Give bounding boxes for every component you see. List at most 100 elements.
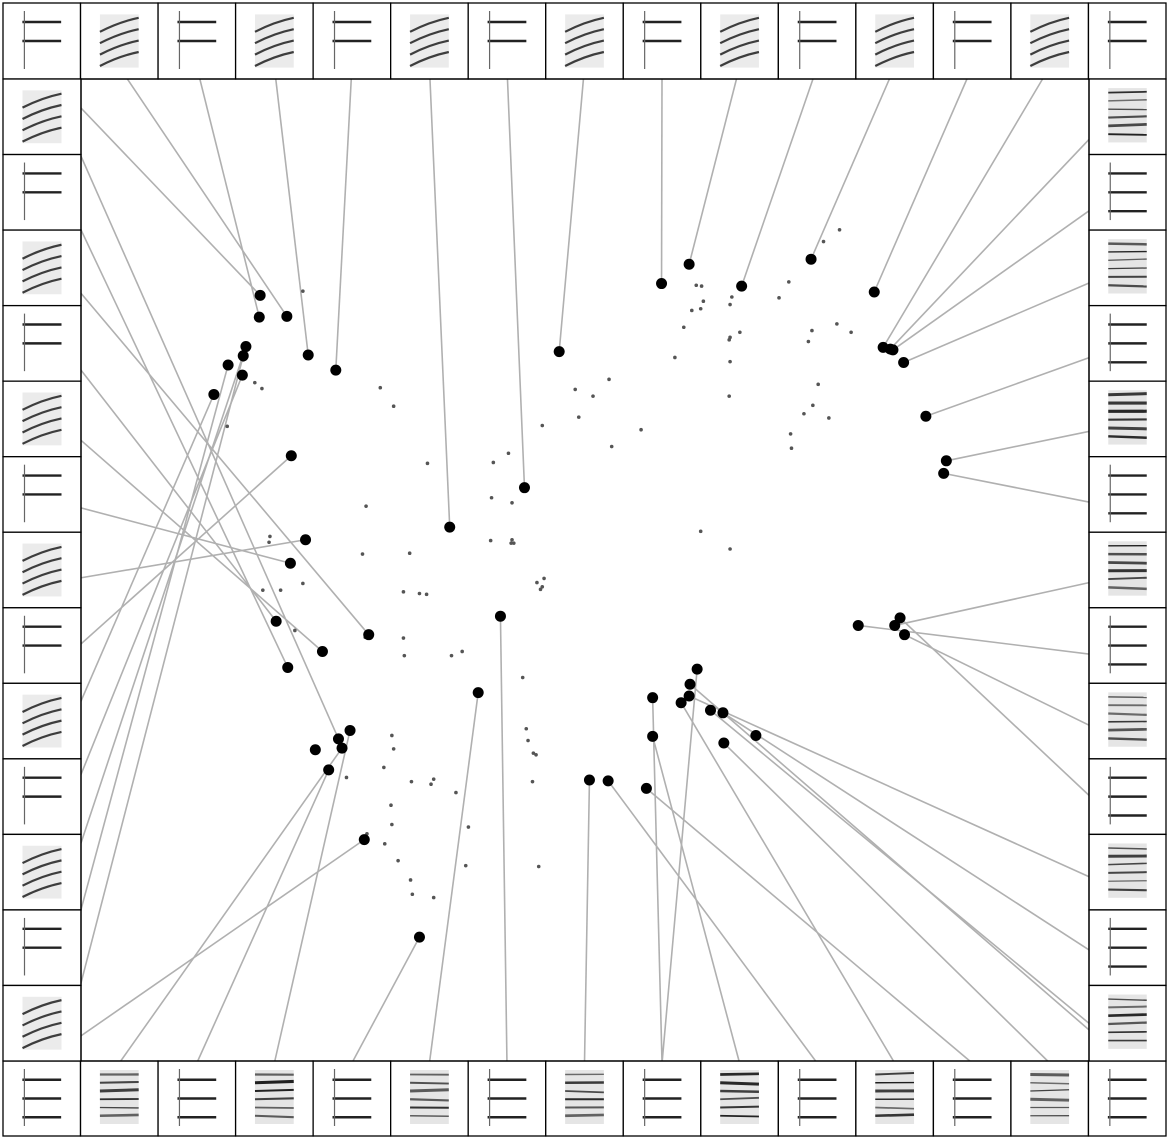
background-point	[542, 576, 546, 581]
spectrogram-band	[21, 92, 62, 109]
spectrogram-smear	[875, 1070, 915, 1124]
leader-line	[351, 936, 421, 1064]
background-point	[449, 653, 454, 658]
thumbnail-bottom-2	[79, 1060, 159, 1137]
thumbnail-bottom-3	[157, 1060, 237, 1137]
background-point	[510, 537, 514, 542]
thumbnail-left-3	[2, 833, 82, 911]
thumbnail-top-1	[2, 2, 82, 80]
leader-line	[661, 669, 698, 1064]
thumbnail-right-6	[1088, 456, 1167, 533]
highlighted-point	[254, 289, 266, 301]
spectrogram-band	[21, 579, 62, 596]
background-point	[698, 306, 703, 311]
background-point	[408, 878, 413, 882]
background-point	[391, 747, 396, 751]
leader-line	[428, 66, 451, 528]
highlighted-point	[494, 610, 506, 622]
thumbnail-top-7	[467, 2, 547, 80]
spectrogram-band	[719, 16, 760, 33]
highlighted-point	[363, 629, 375, 641]
spectrogram-band	[875, 1106, 915, 1110]
spectrogram-band	[21, 708, 62, 725]
spectrogram-band	[409, 16, 450, 33]
background-point	[463, 863, 468, 868]
plot-border	[80, 78, 1090, 1062]
highlighted-point	[805, 253, 817, 265]
spectrogram-band	[21, 730, 62, 747]
spectrogram-band	[1030, 1089, 1070, 1092]
leader-line	[67, 538, 306, 581]
thumbnail-cell	[700, 2, 779, 80]
leader-line	[651, 697, 663, 1064]
spectrogram-band	[1108, 123, 1147, 128]
thumbnail-right-10	[1088, 758, 1167, 836]
highlighted-points	[208, 253, 952, 943]
background-point	[389, 803, 393, 807]
background-point	[360, 552, 365, 556]
spectrogram-band	[254, 16, 294, 33]
highlighted-point	[237, 350, 249, 362]
spectrogram-band	[1108, 1005, 1147, 1009]
background-point	[510, 501, 514, 505]
spectrogram-band	[21, 870, 62, 887]
leader-line	[688, 66, 741, 265]
background-point	[417, 591, 422, 596]
spectrogram-smear	[1108, 239, 1147, 294]
highlighted-point	[336, 742, 348, 754]
thumbnail-bottom-8	[545, 1060, 624, 1137]
background-point	[727, 394, 731, 398]
thumbnail-top-6	[390, 2, 469, 80]
leader-line	[196, 66, 261, 318]
spectrogram-band	[254, 50, 294, 67]
background-point	[576, 415, 581, 419]
spectrogram-band	[1108, 561, 1147, 565]
spectrogram-band	[254, 1114, 294, 1119]
background-point	[431, 895, 436, 900]
spectrogram-band	[720, 1089, 759, 1093]
spectrogram-smear	[22, 694, 62, 748]
spectrogram-band	[720, 1114, 759, 1118]
thumbnail-right-4	[1088, 304, 1167, 382]
background-point	[344, 775, 349, 780]
spectrogram-band	[409, 28, 450, 45]
leader-line	[740, 66, 818, 287]
background-point	[488, 538, 493, 543]
thumbnail-bottom-6	[390, 1060, 469, 1137]
highlighted-point	[344, 724, 356, 736]
background-point	[466, 825, 471, 829]
leader-line	[506, 66, 526, 488]
spectrogram-band	[564, 28, 605, 45]
leader-line	[899, 617, 1102, 808]
background-point	[777, 296, 781, 300]
highlighted-point	[920, 410, 932, 422]
thumbnail-bottom-14	[1010, 1060, 1090, 1137]
background-point	[728, 359, 732, 364]
leader-line	[680, 702, 896, 1064]
spectrogram-band	[21, 126, 62, 143]
highlighted-point	[309, 744, 321, 756]
highlighted-point	[472, 687, 484, 699]
spectrogram-band	[21, 1033, 62, 1050]
leader-line	[335, 66, 353, 371]
spectrogram-band	[1108, 737, 1147, 741]
spectrogram-band	[1108, 696, 1147, 699]
background-point	[301, 581, 305, 586]
spectrogram-smear	[22, 392, 62, 446]
leader-line	[67, 394, 215, 732]
thumbnail-cell	[1010, 2, 1090, 80]
spectrogram-smear	[875, 14, 915, 68]
spectrogram-smear	[720, 1070, 759, 1124]
spectrogram-band	[1108, 99, 1147, 102]
leader-line	[873, 66, 973, 293]
background-point	[268, 534, 272, 539]
spectrogram-smear	[565, 14, 604, 68]
spectrogram-band	[1108, 242, 1147, 246]
background-point	[391, 404, 396, 409]
leader-line	[499, 616, 508, 1064]
thumbnail-left-6	[2, 607, 82, 684]
highlighted-point	[852, 619, 864, 631]
